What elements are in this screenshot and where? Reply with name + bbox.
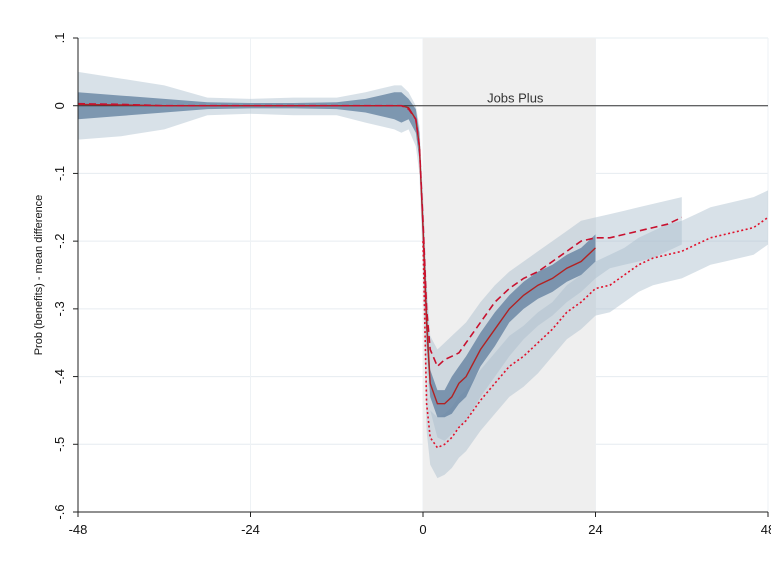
series-lines <box>77 102 769 449</box>
x-tick-label: -48 <box>69 522 88 537</box>
y-tick-label: -.6 <box>52 504 67 519</box>
y-tick-label: -.3 <box>52 301 67 316</box>
y-tick-label: -.4 <box>52 369 67 384</box>
y-tick-label: -.1 <box>52 166 67 181</box>
x-tick-label: 0 <box>419 522 426 537</box>
series-line-dotted <box>422 216 769 449</box>
axes <box>73 37 769 517</box>
y-tick-label: .1 <box>52 33 67 44</box>
y-tick-label: -.2 <box>52 234 67 249</box>
y-tick-labels: .1 0 -.1 -.2 -.3 -.4 -.5 -.6 <box>52 33 67 520</box>
jobs-plus-label: Jobs Plus <box>487 91 544 106</box>
x-tick-labels: -48 -24 0 24 48 <box>69 522 771 537</box>
y-axis-title: Prob (benefits) - mean difference <box>33 195 45 356</box>
confidence-bands <box>78 71 768 479</box>
y-tick-label: 0 <box>52 102 67 109</box>
outer-confidence-band-dotted <box>423 190 768 479</box>
y-tick-label: -.5 <box>52 437 67 452</box>
x-tick-label: 24 <box>588 522 602 537</box>
series-line-dashed <box>77 102 683 368</box>
x-tick-label: -24 <box>241 522 260 537</box>
x-tick-label: 48 <box>761 522 771 537</box>
